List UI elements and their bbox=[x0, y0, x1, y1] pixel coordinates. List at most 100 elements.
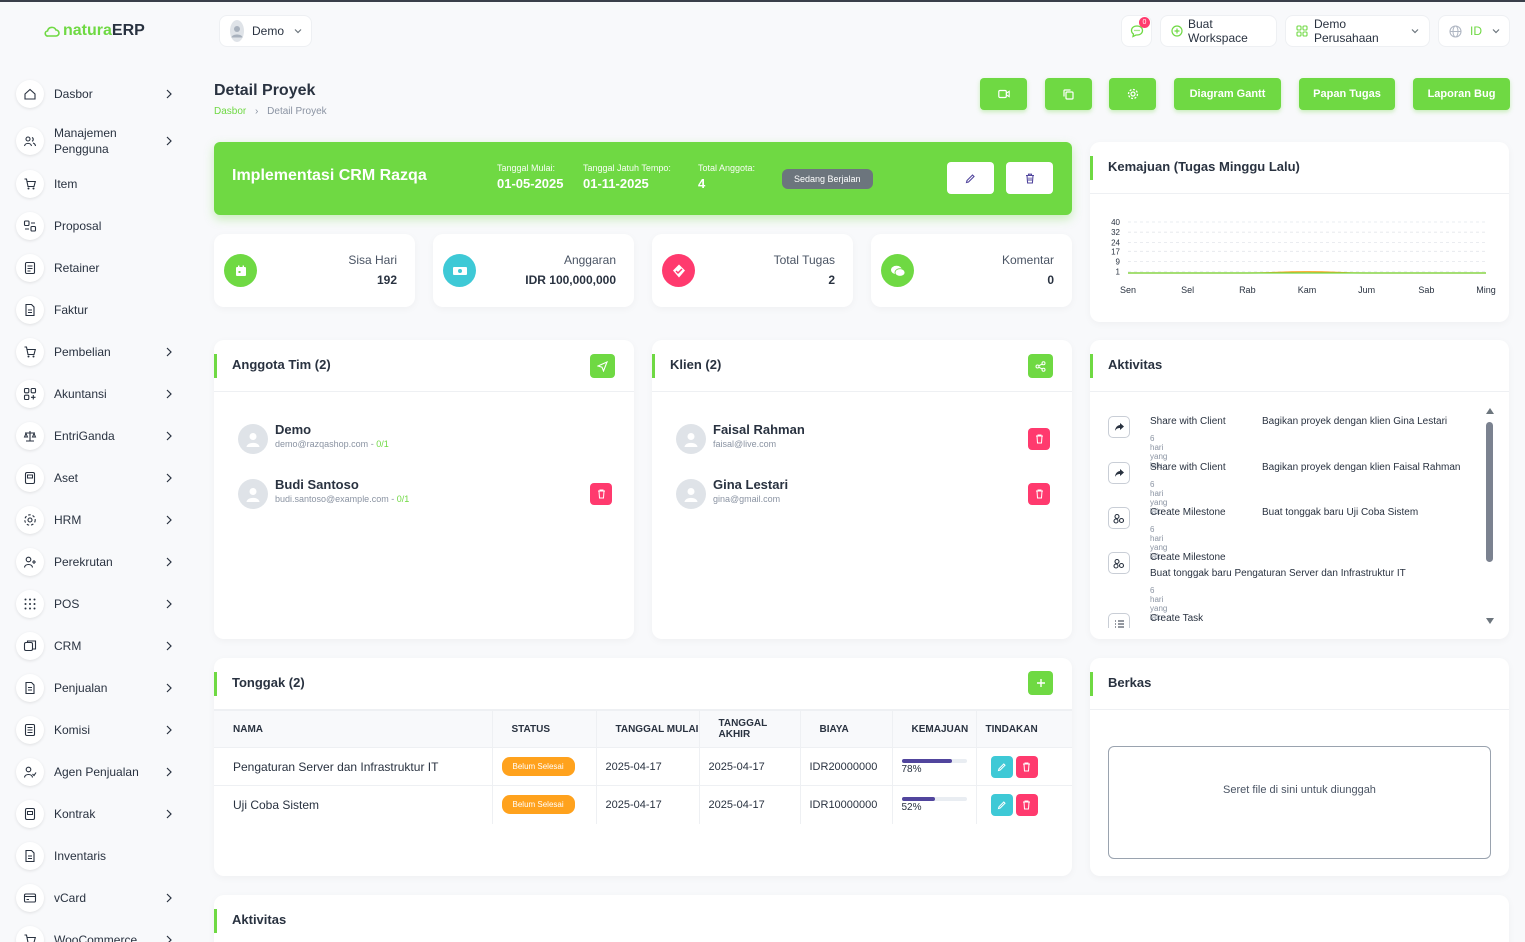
remove-client-button[interactable] bbox=[1028, 483, 1050, 505]
chevron-right-icon bbox=[166, 809, 172, 819]
sidebar-item-proposal[interactable]: Proposal bbox=[16, 212, 186, 240]
bug-report-button[interactable]: Laporan Bug bbox=[1413, 78, 1510, 110]
header-accent bbox=[1090, 354, 1093, 378]
double-check-icon bbox=[662, 254, 695, 287]
members-value: 4 bbox=[698, 176, 706, 191]
sidebar-item-faktur[interactable]: Faktur bbox=[16, 296, 186, 324]
chevron-right-icon bbox=[166, 389, 172, 399]
start-date: 2025-04-17 bbox=[596, 785, 700, 824]
sidebar-item-akuntansi[interactable]: Akuntansi bbox=[16, 380, 186, 408]
stat-label: Komentar bbox=[1001, 253, 1054, 267]
bottom-activity-card: Aktivitas bbox=[214, 895, 1509, 942]
user-avatar bbox=[230, 20, 244, 42]
cost: IDR10000000 bbox=[800, 785, 893, 824]
sidebar-item-aset[interactable]: Aset bbox=[16, 464, 186, 492]
create-workspace-button[interactable]: Buat Workspace bbox=[1160, 15, 1277, 47]
remove-member-button[interactable] bbox=[590, 483, 612, 505]
user-menu[interactable]: Demo bbox=[219, 15, 312, 47]
commission-icon bbox=[16, 716, 44, 744]
card-header: Tonggak (2) bbox=[214, 658, 1072, 710]
files-title: Berkas bbox=[1108, 675, 1152, 690]
sidebar-item-label: vCard bbox=[54, 891, 87, 905]
video-button[interactable] bbox=[980, 78, 1027, 110]
breadcrumb-link-dashboard[interactable]: Dasbor bbox=[214, 106, 247, 117]
stat-card-total-tasks: Total Tugas 2 bbox=[652, 234, 853, 307]
sidebar-item-kontrak[interactable]: Kontrak bbox=[16, 800, 186, 828]
share-client-button[interactable] bbox=[1028, 354, 1053, 378]
stat-card-budget: Anggaran IDR 100,000,000 bbox=[433, 234, 634, 307]
sidebar-item-label: Dasbor bbox=[54, 87, 93, 101]
scrollbar-thumb[interactable] bbox=[1486, 422, 1493, 562]
sidebar-item-manajemen-pengguna[interactable]: Manajemen Pengguna bbox=[16, 125, 186, 157]
members-label: Total Anggota: bbox=[698, 163, 756, 173]
file-dropzone[interactable]: Seret file di sini untuk diunggah bbox=[1108, 746, 1491, 859]
team-members-card: Anggota Tim (2) Demo demo@razqashop.com … bbox=[214, 340, 634, 639]
sidebar-item-item[interactable]: Item bbox=[16, 170, 186, 198]
chevron-right-icon bbox=[166, 767, 172, 777]
end-date: 2025-04-17 bbox=[699, 785, 801, 824]
sidebar-item-penjualan[interactable]: Penjualan bbox=[16, 674, 186, 702]
language-switcher[interactable]: ID bbox=[1438, 15, 1510, 47]
invite-member-button[interactable] bbox=[590, 354, 615, 378]
sidebar-item-pembelian[interactable]: Pembelian bbox=[16, 338, 186, 366]
scroll-down-icon[interactable] bbox=[1486, 618, 1494, 624]
sidebar-item-agen-penjualan[interactable]: Agen Penjualan bbox=[16, 758, 186, 786]
delete-milestone-button[interactable] bbox=[1015, 755, 1038, 778]
chevron-right-icon bbox=[166, 599, 172, 609]
sidebar-item-inventaris[interactable]: Inventaris bbox=[16, 842, 186, 870]
chevron-right-icon bbox=[166, 515, 172, 525]
video-icon bbox=[997, 89, 1010, 99]
card-header: Aktivitas bbox=[1090, 340, 1509, 392]
sidebar-item-hrm[interactable]: HRM bbox=[16, 506, 186, 534]
gantt-chart-button[interactable]: Diagram Gantt bbox=[1174, 78, 1281, 110]
sidebar-item-label: CRM bbox=[54, 639, 82, 653]
gear-icon bbox=[1127, 88, 1139, 100]
chevron-right-icon bbox=[166, 893, 172, 903]
notification-badge: 0 bbox=[1139, 17, 1150, 28]
team-title: Anggota Tim (2) bbox=[232, 357, 331, 372]
sidebar-item-crm[interactable]: CRM bbox=[16, 632, 186, 660]
activity-scrollbar[interactable] bbox=[1485, 408, 1495, 628]
remove-client-button[interactable] bbox=[1028, 428, 1050, 450]
sidebar-item-entriganda[interactable]: EntriGanda bbox=[16, 422, 186, 450]
progress-text: 78% bbox=[901, 764, 922, 775]
activity-list[interactable]: Share with Client Bagikan proyek dengan … bbox=[1090, 406, 1480, 628]
messages-button[interactable]: 0 bbox=[1121, 15, 1152, 47]
client-item: Faisal Rahman faisal@live.com bbox=[676, 422, 805, 454]
company-switcher[interactable]: Demo Perusahaan bbox=[1285, 15, 1430, 47]
x-tick-label: Rab bbox=[1239, 285, 1256, 295]
sidebar-item-retainer[interactable]: Retainer bbox=[16, 254, 186, 282]
copy-project-button[interactable] bbox=[1045, 78, 1092, 110]
chevron-right-icon bbox=[166, 136, 172, 146]
email-text: demo@razqashop.com bbox=[275, 439, 369, 449]
plus-circle-icon bbox=[1171, 25, 1183, 37]
edit-milestone-button[interactable] bbox=[990, 755, 1013, 778]
sidebar-item-vcard[interactable]: vCard bbox=[16, 884, 186, 912]
sidebar-item-dasbor[interactable]: Dasbor bbox=[16, 80, 186, 108]
edit-project-button[interactable] bbox=[947, 162, 994, 194]
settings-button[interactable] bbox=[1109, 78, 1156, 110]
edit-milestone-button[interactable] bbox=[990, 793, 1013, 816]
column-header: STATUS bbox=[492, 710, 597, 748]
delete-project-button[interactable] bbox=[1006, 162, 1053, 194]
sidebar-item-label: Akuntansi bbox=[54, 387, 107, 401]
card-header: Kemajuan (Tugas Minggu Lalu) bbox=[1090, 142, 1509, 194]
header-accent bbox=[652, 354, 655, 378]
activity-description: Bagikan proyek dengan klien Faisal Rahma… bbox=[1262, 462, 1461, 473]
share-icon bbox=[1108, 462, 1130, 484]
task-board-button[interactable]: Papan Tugas bbox=[1299, 78, 1395, 110]
delete-milestone-button[interactable] bbox=[1015, 793, 1038, 816]
chevron-down-icon bbox=[1492, 28, 1500, 34]
due-date-label: Tanggal Jatuh Tempo: bbox=[583, 163, 671, 173]
sidebar-item-pos[interactable]: POS bbox=[16, 590, 186, 618]
clients-card: Klien (2) Faisal Rahman faisal@live.com … bbox=[652, 340, 1072, 639]
sidebar-item-woocommerce[interactable]: WooCommerce bbox=[16, 926, 186, 942]
sidebar-item-komisi[interactable]: Komisi bbox=[16, 716, 186, 744]
task-progress: 0/1 bbox=[376, 439, 389, 449]
logo[interactable]: natura ERP bbox=[44, 22, 145, 40]
add-milestone-button[interactable] bbox=[1028, 671, 1053, 695]
sidebar-item-perekrutan[interactable]: Perekrutan bbox=[16, 548, 186, 576]
breadcrumb: Dasbor › Detail Proyek bbox=[214, 106, 327, 117]
scroll-up-icon[interactable] bbox=[1486, 408, 1494, 414]
trash-icon bbox=[597, 489, 606, 499]
